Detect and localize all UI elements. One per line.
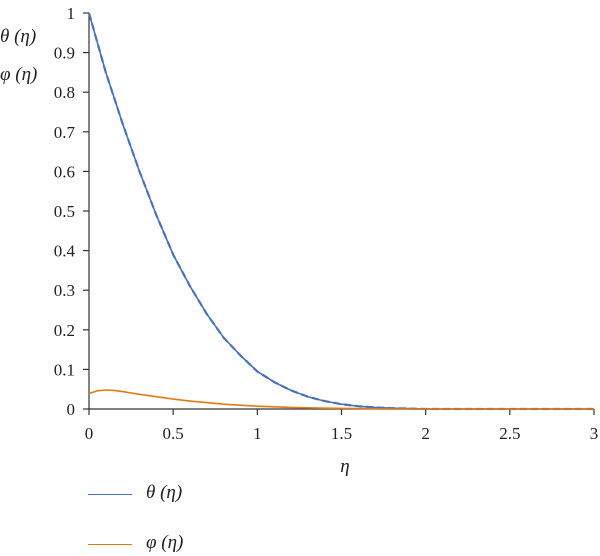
line-chart: 0 0.5 1 1.5 2 2.5 3 0 0.1 0.2 0.3 0.4 0.5 0.6 0.7 0.8 0.… [0,4,599,477]
y-axis-label-theta: θ (η) [0,26,36,47]
x-tick-label: 2.5 [499,424,520,443]
x-tick-label: 1 [253,424,262,443]
y-tick-label: 0.4 [54,242,76,261]
plot-area [87,12,594,411]
series-line-0 [88,12,594,410]
y-tick-label: 0.9 [54,44,75,63]
series-line-1 [88,389,594,410]
y-tick-label: 0.5 [54,202,75,221]
legend-label-theta: θ (η) [146,482,183,503]
legend-item-phi: φ (η) [88,532,288,556]
y-axis-label-phi: φ (η) [0,64,37,85]
series-line-dashed-0 [87,12,594,411]
tick-labels: 0 0.5 1 1.5 2 2.5 3 0 0.1 0.2 0.3 0.4 0.5 0.6 0.7 0.8 0.… [54,4,599,443]
y-tick-label: 0.1 [54,360,75,379]
y-tick-label: 0.7 [54,123,76,142]
x-tick-label: 0 [85,424,94,443]
x-axis-label: η [340,456,349,477]
y-tick-label: 0.2 [54,321,75,340]
x-tick-label: 3 [590,424,599,443]
legend-swatch-phi [88,544,132,545]
y-tick-label: 1 [67,4,76,23]
legend-swatch-theta [88,494,132,495]
y-tick-label: 0.8 [54,83,75,102]
y-tick-label: 0.6 [54,162,75,181]
legend-item-theta: θ (η) [88,482,288,506]
x-tick-label: 2 [421,424,430,443]
y-tick-label: 0.3 [54,281,75,300]
legend-label-phi: φ (η) [146,532,184,553]
x-tick-label: 0.5 [163,424,184,443]
y-tick-label: 0 [67,400,76,419]
x-tick-label: 1.5 [331,424,352,443]
axes [83,12,595,415]
